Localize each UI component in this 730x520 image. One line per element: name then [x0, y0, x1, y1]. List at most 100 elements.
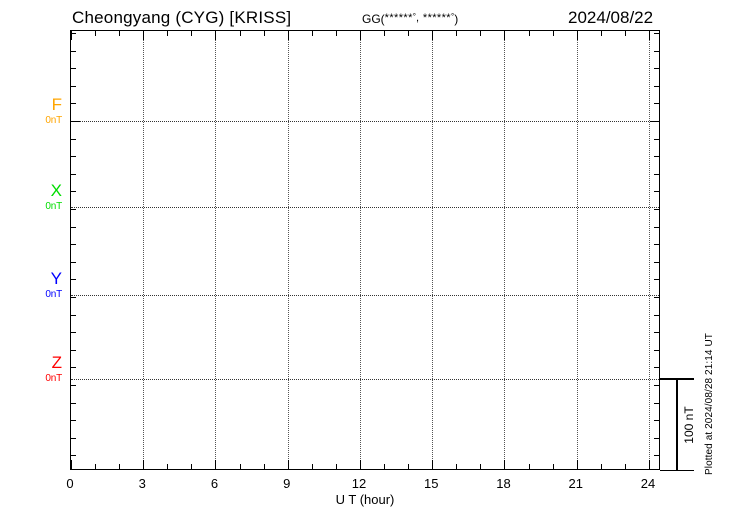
baseline-gridline-z	[71, 379, 659, 380]
x-axis-minor-tick-top	[311, 31, 313, 36]
plotted-timestamp: Plotted at 2024/08/28 21:14 UT	[704, 333, 715, 475]
vertical-gridline	[432, 31, 434, 469]
y-axis-minor-tick	[71, 86, 76, 87]
baseline-gridline-f	[71, 121, 659, 122]
y-axis-minor-tick	[71, 191, 76, 192]
vertical-gridline	[143, 31, 145, 469]
vertical-gridline	[504, 31, 506, 469]
x-axis-major-tick	[143, 460, 145, 469]
y-axis-minor-tick	[71, 315, 76, 316]
scale-bar	[660, 378, 694, 471]
component-label-x: X 0nT	[18, 182, 62, 212]
y-axis-minor-tick-right	[654, 227, 659, 228]
y-axis-minor-tick	[71, 438, 76, 439]
y-axis-minor-tick	[71, 297, 76, 298]
y-axis-minor-tick	[71, 455, 76, 456]
y-axis-minor-tick	[71, 174, 76, 175]
x-axis-tick-label: 12	[351, 476, 367, 491]
y-axis-minor-tick-right	[654, 385, 659, 386]
y-axis-minor-tick	[71, 350, 76, 351]
x-axis-minor-tick	[600, 464, 602, 469]
y-axis-minor-tick	[71, 51, 76, 52]
longitude-degree-icon: °	[450, 12, 455, 21]
y-axis-minor-tick	[71, 209, 76, 210]
component-label-y: Y 0nT	[18, 270, 62, 300]
y-axis-minor-tick-right	[654, 438, 659, 439]
y-axis-minor-tick-right	[654, 297, 659, 298]
coord-longitude: ******	[422, 12, 451, 24]
component-letter-x: X	[50, 181, 62, 200]
x-axis-major-tick-top	[576, 31, 578, 40]
y-axis-major-tick	[71, 121, 80, 122]
component-label-f: F 0nT	[18, 96, 62, 126]
x-axis-minor-tick	[119, 464, 121, 469]
x-axis-minor-tick	[624, 464, 626, 469]
x-axis-minor-tick-top	[480, 31, 482, 36]
y-axis-minor-tick	[71, 385, 76, 386]
y-axis-minor-tick	[71, 103, 76, 104]
y-axis-minor-tick-right	[654, 86, 659, 87]
y-axis-minor-tick	[71, 332, 76, 333]
component-baseline-value-z: 0nT	[45, 373, 62, 384]
scale-bar-label: 100 nT	[682, 406, 696, 444]
x-axis-major-tick	[576, 460, 578, 469]
magnetogram-plot-area	[70, 30, 660, 470]
y-axis-minor-tick	[71, 68, 76, 69]
y-axis-minor-tick-right	[654, 279, 659, 280]
x-axis-minor-tick	[384, 464, 386, 469]
y-axis-minor-tick	[71, 156, 76, 157]
y-axis-minor-tick	[71, 367, 76, 368]
x-axis-minor-tick-top	[528, 31, 530, 36]
y-axis-minor-tick	[71, 262, 76, 263]
y-axis-minor-tick	[71, 227, 76, 228]
x-axis-minor-tick-top	[408, 31, 410, 36]
component-letter-z: Z	[51, 353, 62, 372]
x-axis-tick-label: 18	[496, 476, 511, 491]
x-axis-minor-tick	[95, 464, 97, 469]
x-axis-major-tick	[648, 460, 650, 469]
baseline-gridline-x	[71, 207, 659, 208]
y-axis-minor-tick	[71, 139, 76, 140]
x-axis-tick-label: 9	[283, 476, 291, 491]
x-axis-minor-tick	[528, 464, 530, 469]
x-axis-major-tick-top	[287, 31, 289, 40]
y-axis-minor-tick-right	[654, 209, 659, 210]
component-baseline-value-x: 0nT	[45, 201, 62, 212]
component-letter-f: F	[51, 95, 62, 114]
y-axis-minor-tick	[71, 33, 76, 34]
scale-bar-bottom-cap	[660, 469, 694, 471]
vertical-gridline	[648, 31, 650, 469]
coord-latitude: ******	[384, 12, 413, 24]
x-axis-tick-label: 24	[640, 476, 656, 491]
y-axis-minor-tick-right	[654, 139, 659, 140]
y-axis-minor-tick-right	[654, 455, 659, 456]
x-axis-minor-tick-top	[239, 31, 241, 36]
y-axis-minor-tick-right	[654, 156, 659, 157]
x-axis-major-tick	[504, 460, 506, 469]
y-axis-minor-tick-right	[654, 332, 659, 333]
coord-system-label: GG	[362, 12, 381, 26]
y-axis-minor-tick-right	[654, 191, 659, 192]
x-axis-major-tick-top	[71, 31, 72, 40]
y-axis-minor-tick-right	[654, 174, 659, 175]
x-axis-minor-tick	[408, 464, 410, 469]
x-axis-major-tick-top	[504, 31, 506, 40]
y-axis-minor-tick-right	[654, 420, 659, 421]
page-title: Cheongyang (CYG) [KRISS]	[72, 8, 292, 27]
component-baseline-value-f: 0nT	[45, 115, 62, 126]
x-axis-tick-label: 6	[210, 476, 219, 491]
y-axis-minor-tick-right	[654, 367, 659, 368]
baseline-gridline-y	[71, 295, 659, 296]
x-axis-minor-tick-top	[384, 31, 386, 36]
vertical-gridline	[287, 31, 289, 469]
y-axis-minor-tick-right	[654, 33, 659, 34]
x-axis-minor-tick	[311, 464, 313, 469]
x-axis-major-tick	[432, 460, 434, 469]
x-axis-tick-label: 15	[423, 476, 439, 491]
y-axis-minor-tick-right	[654, 262, 659, 263]
plot-inner-canvas	[71, 31, 659, 469]
y-axis-minor-tick-right	[654, 350, 659, 351]
x-axis-major-tick-top	[359, 31, 361, 40]
x-axis-tick-label: 21	[568, 476, 583, 491]
vertical-gridline	[215, 31, 217, 469]
